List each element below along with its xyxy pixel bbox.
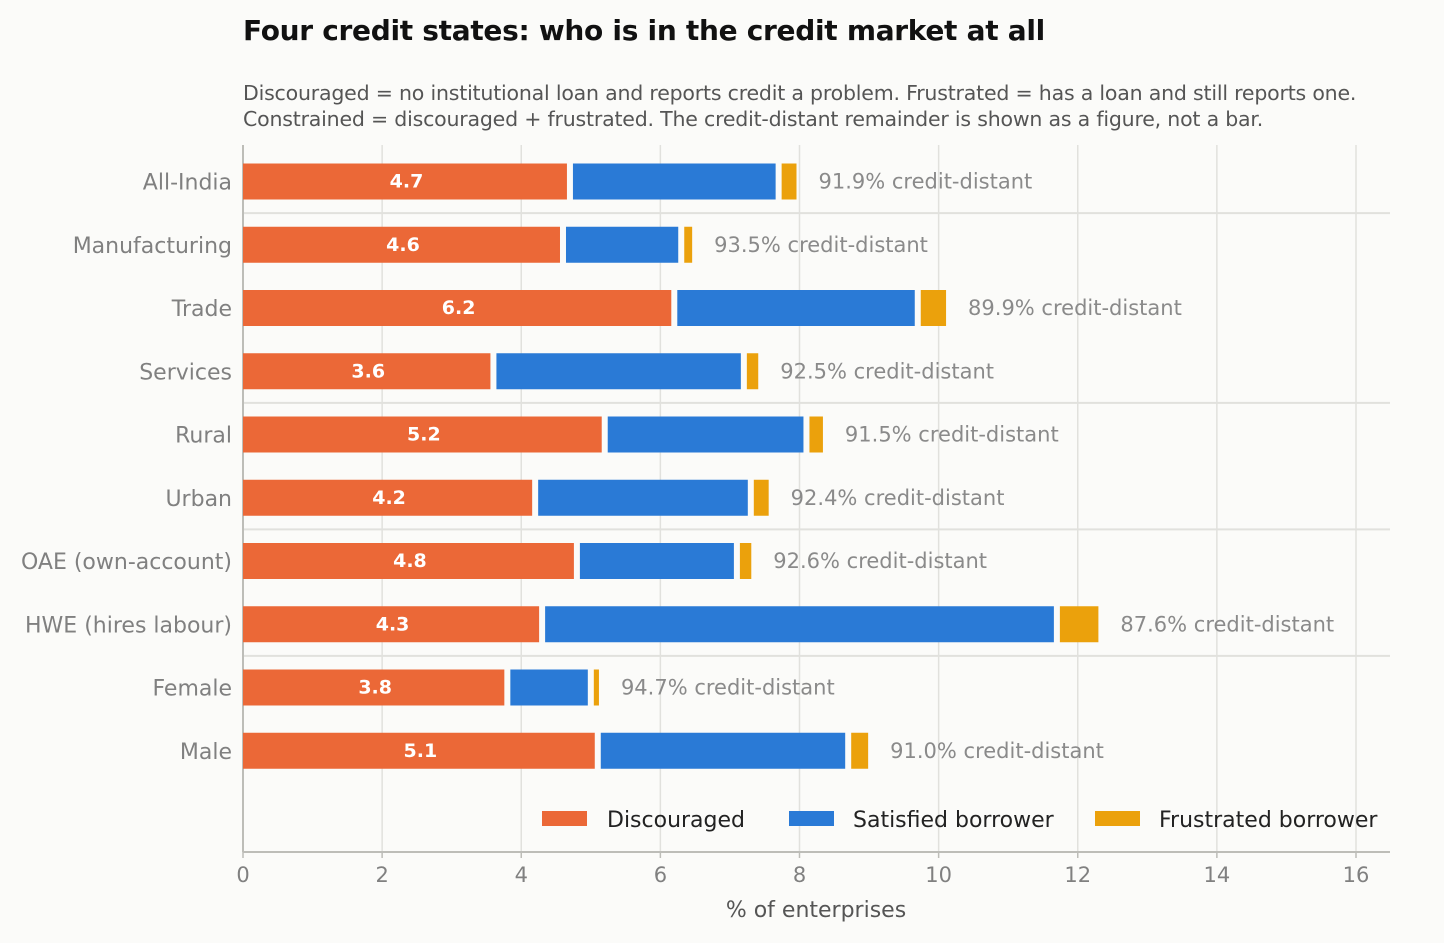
frustrated-borrower-bar [746,353,759,390]
legend-label-satisfied-borrower: Satisfied borrower [853,808,1055,833]
discouraged-value-label: 4.6 [386,234,420,256]
category-label: Urban [165,487,232,512]
category-label: Trade [171,297,232,322]
category-label: Female [152,677,232,702]
category-label: Rural [175,424,232,449]
frustrated-borrower-bar [593,669,599,706]
satisfied-borrower-bar [538,479,748,516]
satisfied-borrower-bar [600,732,846,769]
x-tick-label: 4 [515,863,528,887]
discouraged-value-label: 4.8 [393,550,427,572]
x-tick-label: 12 [1064,863,1091,887]
discouraged-value-label: 3.8 [358,677,392,699]
satisfied-borrower-bar [510,669,588,706]
category-label: Services [139,360,232,385]
credit-distant-label: 92.6% credit-distant [773,549,987,573]
discouraged-bar [243,669,505,706]
frustrated-borrower-bar [781,163,797,200]
category-label: HWE (hires labour) [25,613,232,638]
category-label: All-India [143,171,232,196]
legend-label-frustrated-borrower: Frustrated borrower [1159,808,1378,833]
credit-distant-label: 92.4% credit-distant [791,486,1005,510]
frustrated-borrower-bar [920,290,947,326]
frustrated-borrower-bar [809,416,823,453]
frustrated-borrower-bar [851,732,869,769]
discouraged-bar [243,543,574,579]
discouraged-bar [243,226,560,263]
satisfied-borrower-bar [572,163,776,200]
frustrated-borrower-bar [739,543,752,579]
discouraged-bar [243,163,567,200]
credit-distant-label: 91.9% credit-distant [819,170,1033,194]
credit-distant-label: 94.7% credit-distant [621,676,835,700]
subtitle-line-2: Constrained = discouraged + frustrated. … [243,107,1264,131]
subtitle-line-1: Discouraged = no institutional loan and … [243,81,1357,105]
legend-swatch-discouraged [542,811,587,826]
discouraged-bar [243,606,540,643]
discouraged-value-label: 5.2 [407,424,441,446]
x-tick-label: 6 [654,863,667,887]
discouraged-value-label: 4.3 [376,613,410,635]
x-tick-label: 8 [793,863,806,887]
category-label: OAE (own-account) [21,550,232,575]
credit-distant-label: 91.0% credit-distant [890,739,1104,763]
category-label: Manufacturing [73,234,232,259]
credit-distant-label: 93.5% credit-distant [714,233,928,257]
credit-distant-label: 87.6% credit-distant [1120,612,1334,636]
discouraged-bar [243,479,533,516]
discouraged-value-label: 4.7 [390,171,424,193]
legend-swatch-frustrated-borrower [1095,811,1140,826]
x-tick-label: 0 [236,863,249,887]
x-tick-label: 14 [1204,863,1231,887]
legend-swatch-satisfied-borrower [789,811,834,826]
discouraged-value-label: 6.2 [442,297,476,319]
x-tick-label: 10 [925,863,952,887]
discouraged-bar [243,290,672,326]
discouraged-bar [243,353,491,390]
satisfied-borrower-bar [496,353,741,390]
discouraged-bar [243,732,595,769]
satisfied-borrower-bar [607,416,804,453]
frustrated-borrower-bar [1059,606,1099,643]
category-label: Male [180,740,232,765]
satisfied-borrower-bar [565,226,679,263]
credit-distant-label: 89.9% credit-distant [968,296,1182,320]
x-tick-label: 2 [375,863,388,887]
discouraged-value-label: 4.2 [372,487,406,509]
satisfied-borrower-bar [579,543,734,579]
frustrated-borrower-bar [753,479,769,516]
credit-distant-label: 91.5% credit-distant [845,423,1059,447]
satisfied-borrower-bar [545,606,1054,643]
discouraged-bar [243,416,602,453]
chart-subtitle: Discouraged = no institutional loan and … [243,80,1356,132]
x-tick-label: 16 [1343,863,1370,887]
credit-distant-label: 92.5% credit-distant [780,359,994,383]
discouraged-value-label: 5.1 [404,740,438,762]
discouraged-value-label: 3.6 [351,360,385,382]
frustrated-borrower-bar [684,226,693,263]
chart-title: Four credit states: who is in the credit… [243,14,1045,47]
legend-label-discouraged: Discouraged [607,808,745,833]
satisfied-borrower-bar [677,290,915,326]
x-axis-label: % of enterprises [726,898,906,923]
